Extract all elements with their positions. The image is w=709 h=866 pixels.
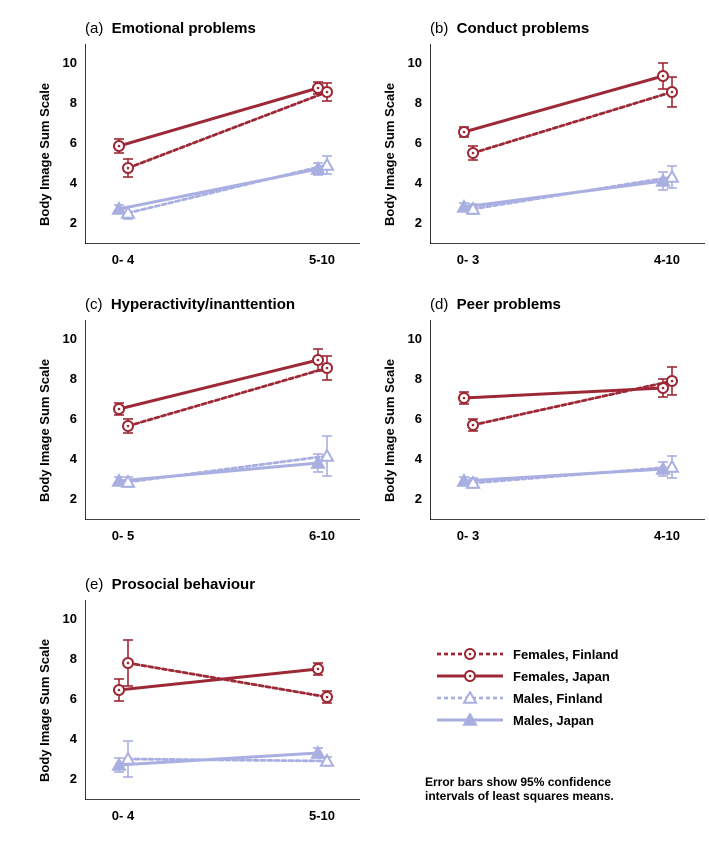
chart-panel: (a) Emotional problemsBody Image Sum Sca… bbox=[85, 44, 360, 244]
panel-title: (e) Prosocial behaviour bbox=[85, 576, 255, 593]
x-tick-label: 5-10 bbox=[297, 252, 347, 267]
y-tick-label: 8 bbox=[400, 95, 422, 110]
panel-title: (d) Peer problems bbox=[430, 296, 561, 313]
x-tick-label: 0- 3 bbox=[443, 252, 493, 267]
legend-item: Males, Finland bbox=[435, 689, 618, 707]
y-tick-label: 10 bbox=[55, 331, 77, 346]
error-bar-caption: Error bars show 95% confidenceintervals … bbox=[425, 775, 614, 803]
y-tick-label: 10 bbox=[55, 55, 77, 70]
chart-panel: (e) Prosocial behaviourBody Image Sum Sc… bbox=[85, 600, 360, 800]
panel-title: (c) Hyperactivity/inanttention bbox=[85, 296, 295, 313]
y-tick-label: 2 bbox=[55, 491, 77, 506]
legend-swatch bbox=[435, 669, 505, 683]
y-tick-label: 10 bbox=[400, 55, 422, 70]
plot-area bbox=[430, 320, 705, 520]
panel-title: (a) Emotional problems bbox=[85, 20, 256, 37]
plot-area bbox=[85, 320, 360, 520]
y-axis-label: Body Image Sum Scale bbox=[37, 639, 52, 782]
x-tick-label: 0- 4 bbox=[98, 252, 148, 267]
legend-label: Females, Japan bbox=[513, 669, 610, 684]
y-axis-label: Body Image Sum Scale bbox=[37, 83, 52, 226]
y-axis-label: Body Image Sum Scale bbox=[382, 83, 397, 226]
plot-area bbox=[430, 44, 705, 244]
legend-label: Males, Japan bbox=[513, 713, 594, 728]
panel-title: (b) Conduct problems bbox=[430, 20, 589, 37]
plot-area bbox=[85, 44, 360, 244]
y-tick-label: 4 bbox=[400, 175, 422, 190]
x-tick-label: 4-10 bbox=[642, 528, 692, 543]
y-tick-label: 4 bbox=[55, 731, 77, 746]
chart-panel: (d) Peer problemsBody Image Sum Scale246… bbox=[430, 320, 705, 520]
y-axis-label: Body Image Sum Scale bbox=[37, 359, 52, 502]
y-tick-label: 6 bbox=[55, 691, 77, 706]
y-tick-label: 6 bbox=[55, 411, 77, 426]
y-tick-label: 2 bbox=[55, 771, 77, 786]
y-tick-label: 2 bbox=[400, 215, 422, 230]
y-tick-label: 6 bbox=[55, 135, 77, 150]
legend: Females, Finland Females, Japan Males, Fin… bbox=[435, 645, 618, 733]
legend-item: Females, Finland bbox=[435, 645, 618, 663]
legend-swatch bbox=[435, 713, 505, 727]
y-axis-label: Body Image Sum Scale bbox=[382, 359, 397, 502]
chart-panel: (c) Hyperactivity/inanttentionBody Image… bbox=[85, 320, 360, 520]
legend-item: Males, Japan bbox=[435, 711, 618, 729]
y-tick-label: 10 bbox=[400, 331, 422, 346]
legend-label: Females, Finland bbox=[513, 647, 618, 662]
y-tick-label: 4 bbox=[400, 451, 422, 466]
y-tick-label: 10 bbox=[55, 611, 77, 626]
legend-item: Females, Japan bbox=[435, 667, 618, 685]
x-tick-label: 4-10 bbox=[642, 252, 692, 267]
x-tick-label: 5-10 bbox=[297, 808, 347, 823]
legend-swatch bbox=[435, 691, 505, 705]
x-tick-label: 0- 3 bbox=[443, 528, 493, 543]
y-tick-label: 4 bbox=[55, 175, 77, 190]
y-tick-label: 8 bbox=[400, 371, 422, 386]
y-tick-label: 2 bbox=[400, 491, 422, 506]
y-tick-label: 2 bbox=[55, 215, 77, 230]
y-tick-label: 8 bbox=[55, 371, 77, 386]
legend-swatch bbox=[435, 647, 505, 661]
chart-panel: (b) Conduct problemsBody Image Sum Scale… bbox=[430, 44, 705, 244]
x-tick-label: 0- 4 bbox=[98, 808, 148, 823]
y-tick-label: 4 bbox=[55, 451, 77, 466]
figure: (a) Emotional problems Body Image Sum Sca… bbox=[0, 0, 709, 866]
y-tick-label: 6 bbox=[400, 411, 422, 426]
x-tick-label: 6-10 bbox=[297, 528, 347, 543]
plot-area bbox=[85, 600, 360, 800]
y-tick-label: 8 bbox=[55, 651, 77, 666]
y-tick-label: 8 bbox=[55, 95, 77, 110]
y-tick-label: 6 bbox=[400, 135, 422, 150]
legend-label: Males, Finland bbox=[513, 691, 603, 706]
x-tick-label: 0- 5 bbox=[98, 528, 148, 543]
